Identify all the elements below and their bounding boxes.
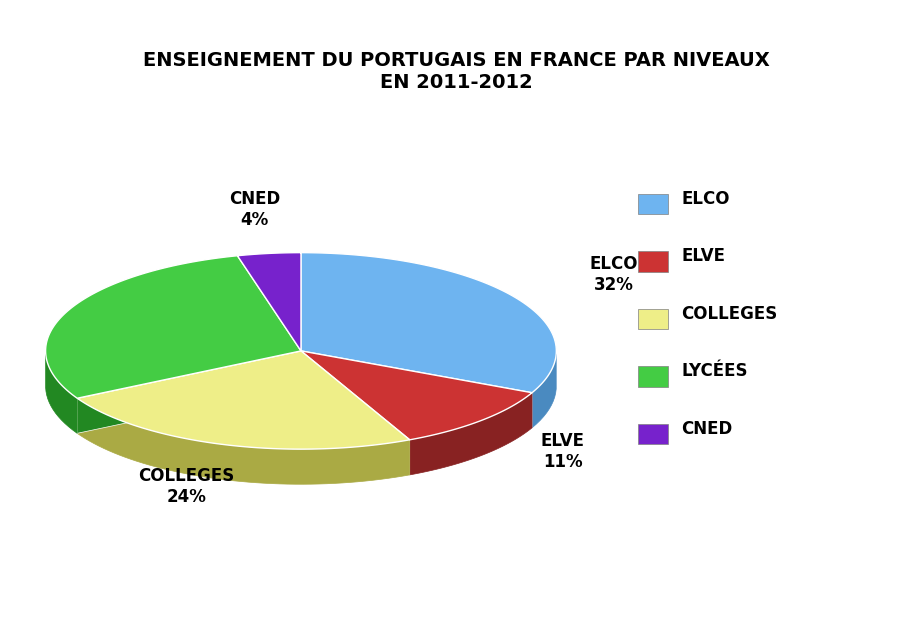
PathPatch shape <box>301 253 556 393</box>
Text: COLLEGES
24%: COLLEGES 24% <box>138 467 234 506</box>
FancyBboxPatch shape <box>638 424 667 444</box>
PathPatch shape <box>409 393 531 475</box>
PathPatch shape <box>237 253 301 351</box>
FancyBboxPatch shape <box>638 309 667 329</box>
PathPatch shape <box>301 351 531 428</box>
PathPatch shape <box>301 351 409 475</box>
FancyBboxPatch shape <box>638 366 667 387</box>
PathPatch shape <box>77 351 409 449</box>
Text: LYCÉES: LYCÉES <box>681 362 747 380</box>
Text: ELCO: ELCO <box>681 190 729 208</box>
PathPatch shape <box>301 351 409 475</box>
FancyBboxPatch shape <box>638 194 667 214</box>
FancyBboxPatch shape <box>638 251 667 272</box>
PathPatch shape <box>46 353 77 433</box>
Text: ELVE
11%: ELVE 11% <box>540 432 584 471</box>
PathPatch shape <box>77 398 409 484</box>
Text: ELCO
32%: ELCO 32% <box>589 255 637 294</box>
PathPatch shape <box>77 351 301 433</box>
Text: ELVE: ELVE <box>681 248 724 265</box>
PathPatch shape <box>531 354 556 428</box>
PathPatch shape <box>77 351 301 433</box>
Text: CNED: CNED <box>681 420 732 438</box>
Text: COLLEGES: COLLEGES <box>681 305 777 323</box>
Text: ENSEIGNEMENT DU PORTUGAIS EN FRANCE PAR NIVEAUX
EN 2011-2012: ENSEIGNEMENT DU PORTUGAIS EN FRANCE PAR … <box>142 51 769 92</box>
PathPatch shape <box>301 351 531 428</box>
Text: CNED
4%: CNED 4% <box>229 190 280 229</box>
PathPatch shape <box>301 351 531 440</box>
PathPatch shape <box>46 256 301 398</box>
